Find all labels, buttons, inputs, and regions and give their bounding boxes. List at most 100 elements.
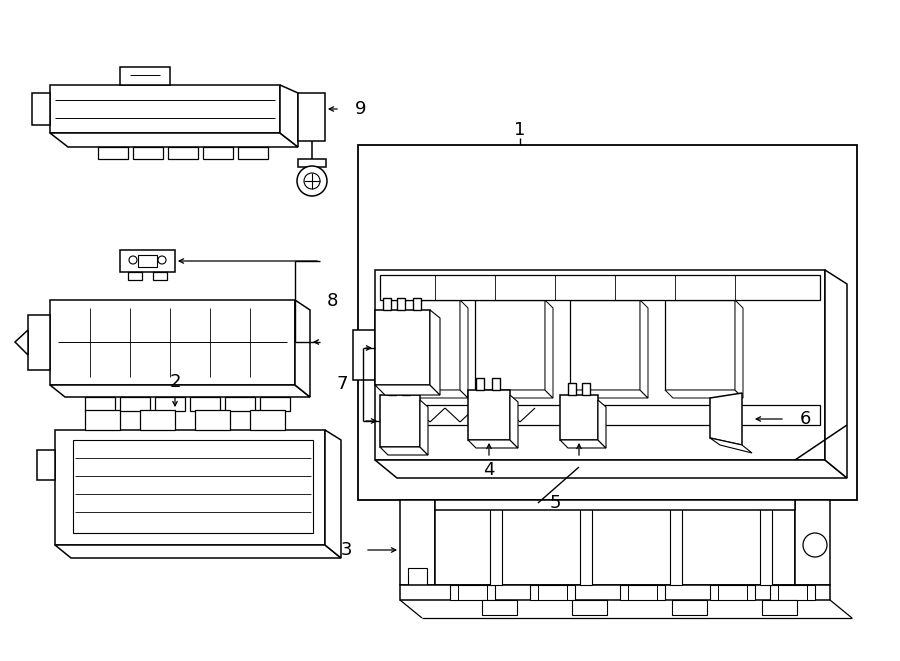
Text: 2: 2 [169,373,181,391]
Polygon shape [397,298,405,310]
Polygon shape [250,410,285,430]
Polygon shape [582,383,590,395]
Polygon shape [133,147,163,159]
Polygon shape [140,410,175,430]
Polygon shape [50,85,280,133]
Polygon shape [98,147,128,159]
Polygon shape [420,400,428,455]
Polygon shape [168,147,198,159]
Polygon shape [85,410,120,430]
Polygon shape [413,298,421,310]
Polygon shape [388,383,396,395]
Polygon shape [795,500,830,585]
Polygon shape [762,600,797,615]
Polygon shape [450,585,495,600]
Polygon shape [402,383,410,395]
Polygon shape [598,400,606,448]
Polygon shape [375,270,825,460]
Polygon shape [640,300,648,398]
Polygon shape [295,300,310,397]
Circle shape [803,533,827,557]
Text: 4: 4 [483,461,495,479]
Polygon shape [476,378,484,390]
Text: 5: 5 [549,494,561,512]
Polygon shape [190,397,220,411]
Polygon shape [568,383,576,395]
Polygon shape [825,270,847,478]
Polygon shape [153,272,167,280]
Polygon shape [55,545,341,558]
Polygon shape [238,147,268,159]
Polygon shape [120,67,170,85]
Polygon shape [260,397,290,411]
Polygon shape [760,508,772,585]
Polygon shape [225,397,255,411]
Polygon shape [435,500,795,510]
Polygon shape [138,255,157,267]
Polygon shape [375,310,430,385]
Polygon shape [380,447,428,455]
Polygon shape [375,460,847,478]
Polygon shape [203,147,233,159]
Polygon shape [672,600,707,615]
Polygon shape [55,430,325,545]
Polygon shape [390,390,468,398]
Polygon shape [408,568,427,585]
Polygon shape [85,397,115,411]
Polygon shape [580,508,592,585]
Polygon shape [358,145,857,500]
Polygon shape [50,385,310,397]
Polygon shape [490,508,502,585]
Polygon shape [620,585,665,600]
Polygon shape [475,300,545,390]
Text: 8: 8 [327,292,338,310]
Polygon shape [120,397,150,411]
Polygon shape [468,440,518,448]
Polygon shape [380,405,820,425]
Polygon shape [390,300,460,390]
Polygon shape [460,300,468,398]
Polygon shape [572,600,607,615]
Polygon shape [380,275,820,300]
Polygon shape [475,390,553,398]
Polygon shape [545,300,553,398]
Circle shape [297,166,327,196]
Polygon shape [665,390,743,398]
Polygon shape [325,430,341,558]
Polygon shape [510,395,518,448]
Polygon shape [37,450,55,480]
Polygon shape [128,272,142,280]
Circle shape [304,173,320,189]
Polygon shape [400,500,435,585]
Polygon shape [50,300,295,385]
Polygon shape [530,585,575,600]
Polygon shape [430,310,440,395]
Polygon shape [670,508,682,585]
Text: 9: 9 [355,100,366,118]
Polygon shape [482,600,517,615]
Polygon shape [435,508,795,585]
Polygon shape [492,378,500,390]
Text: 6: 6 [800,410,812,428]
Polygon shape [468,390,510,440]
Polygon shape [710,438,752,453]
Polygon shape [155,397,185,411]
Polygon shape [195,410,230,430]
Polygon shape [298,93,325,141]
Polygon shape [735,300,743,398]
Text: 1: 1 [514,121,526,139]
Polygon shape [32,93,50,125]
Polygon shape [73,440,313,533]
Polygon shape [560,440,606,448]
Polygon shape [380,395,420,447]
Polygon shape [50,133,298,147]
Polygon shape [710,585,755,600]
Polygon shape [560,395,598,440]
Polygon shape [120,250,175,272]
Polygon shape [400,585,830,600]
Polygon shape [280,85,298,147]
Text: 7: 7 [337,375,348,393]
Polygon shape [570,300,640,390]
Polygon shape [15,330,28,355]
Polygon shape [353,330,375,380]
